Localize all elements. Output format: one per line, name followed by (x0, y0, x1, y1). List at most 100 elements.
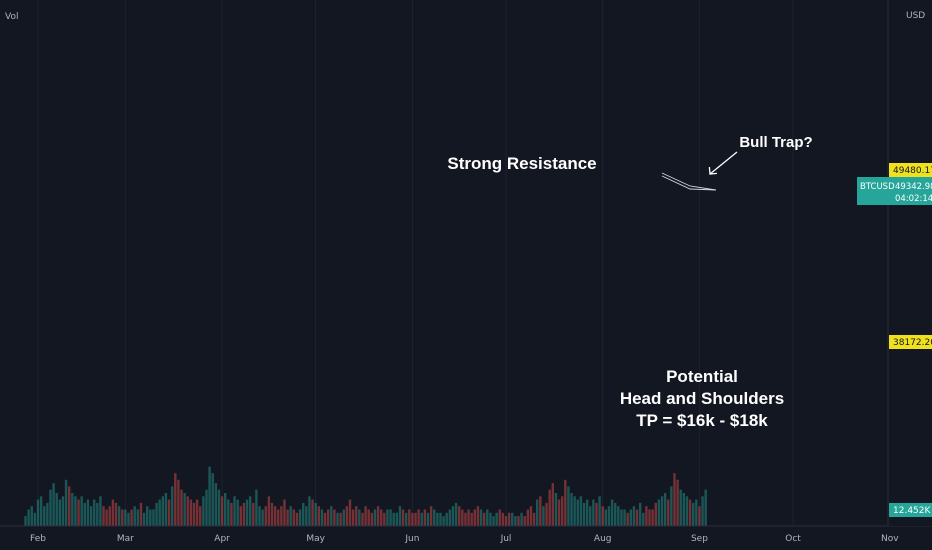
volume-bar (704, 489, 707, 526)
volume-bar (33, 512, 37, 526)
volume-bar (111, 499, 115, 526)
volume-bar (688, 499, 692, 526)
volume-bar (245, 499, 249, 526)
volume-bar (195, 499, 199, 526)
triangle-top-line (661, 172, 717, 191)
volume-bar (395, 512, 398, 526)
time-tick-label: Sep (691, 534, 708, 544)
support-price-tag: 38172.20 (889, 335, 932, 349)
volume-bar (692, 502, 695, 526)
volume-bar (679, 489, 682, 526)
volume-bar (114, 502, 118, 526)
volume-bar (380, 509, 383, 526)
volume-bar (149, 509, 152, 526)
volume-bar (589, 506, 592, 526)
volume-bar (64, 479, 68, 526)
drawings (661, 172, 717, 191)
volume-bars (24, 466, 707, 526)
volume-bar (43, 506, 46, 526)
volume-bar (121, 509, 124, 526)
volume-bar (614, 502, 617, 526)
volume-bar (408, 509, 411, 526)
volume-bar (411, 512, 414, 526)
volume-bar (514, 516, 517, 526)
volume-bar (492, 516, 495, 526)
volume-bar (638, 502, 642, 526)
volume-bar (461, 509, 464, 526)
volume-bar (314, 502, 317, 526)
resistance-price-label: 49480.17 (893, 166, 932, 176)
volume-bar (202, 496, 205, 526)
volume-bar (326, 509, 330, 526)
volume-bar (273, 506, 277, 526)
volume-bar (24, 516, 27, 526)
volume-bar (105, 509, 108, 526)
volume-bar (423, 509, 427, 526)
volume-bar (211, 473, 214, 526)
volume-bar (504, 516, 508, 526)
volume-bar (648, 509, 651, 526)
volume-bar (479, 509, 483, 526)
volume-bar (507, 512, 511, 526)
last-price-tag: BTCUSD 49342.98 04:02:14 (857, 177, 932, 205)
volume-bar (439, 512, 442, 526)
time-tick-label: Jun (404, 534, 419, 544)
volume-bar (651, 509, 654, 526)
volume-bar (186, 496, 189, 526)
volume-bar (49, 489, 52, 526)
volume-bar (420, 512, 423, 526)
volume-bar (673, 473, 676, 526)
volume-bar (386, 509, 389, 526)
volume-bar (214, 483, 218, 526)
volume-bar (333, 509, 336, 526)
volume-tag: 12.452K (889, 503, 932, 517)
volume-bar (517, 516, 520, 526)
volume-bar (180, 489, 183, 526)
price-axis-background[interactable] (889, 0, 932, 526)
volume-bar (414, 512, 417, 526)
volume-bar (295, 512, 299, 526)
volume-bar (239, 506, 242, 526)
volume-bar (255, 489, 258, 526)
volume-bar (139, 502, 143, 526)
volume-bar (205, 489, 208, 526)
time-axis[interactable]: Feb Mar Apr May Jun Jul Aug Sep Oct Nov (30, 534, 899, 544)
volume-bar (248, 496, 252, 526)
volume-bar (289, 506, 292, 526)
volume-bar (80, 496, 83, 526)
hs-annotation-line1: Potential (666, 367, 738, 386)
triangle-bottom-line (661, 175, 717, 191)
volume-bar (626, 512, 629, 526)
volume-bar (467, 509, 470, 526)
volume-bar (152, 509, 155, 526)
volume-bar (657, 499, 661, 526)
volume-bar (355, 506, 358, 526)
volume-bar (595, 502, 598, 526)
volume-bar (358, 509, 361, 526)
volume-bar (192, 502, 196, 526)
volume-bar (217, 489, 221, 526)
volume-bar (270, 502, 274, 526)
volume-bar (523, 516, 526, 526)
volume-bar (498, 509, 501, 526)
volume-bar (376, 506, 380, 526)
volume-bar (52, 483, 55, 526)
volume-bar (361, 512, 364, 526)
bull-trap-annotation: Bull Trap? (739, 134, 812, 151)
hs-annotation-line2: Head and Shoulders (620, 389, 784, 408)
volume-bar (348, 499, 352, 526)
volume-bar (495, 512, 498, 526)
volume-bar (61, 496, 65, 526)
volume-bar (58, 499, 62, 526)
volume-bar (170, 486, 174, 526)
volume-bar (364, 506, 367, 526)
volume-bar (635, 509, 639, 526)
currency-label: USD (906, 11, 925, 21)
volume-bar (55, 493, 58, 526)
volume-bar (532, 512, 536, 526)
volume-bar (667, 499, 670, 526)
volume-indicator-label[interactable]: Vol (5, 12, 18, 22)
volume-bar (164, 493, 168, 526)
volume-bar (526, 509, 530, 526)
